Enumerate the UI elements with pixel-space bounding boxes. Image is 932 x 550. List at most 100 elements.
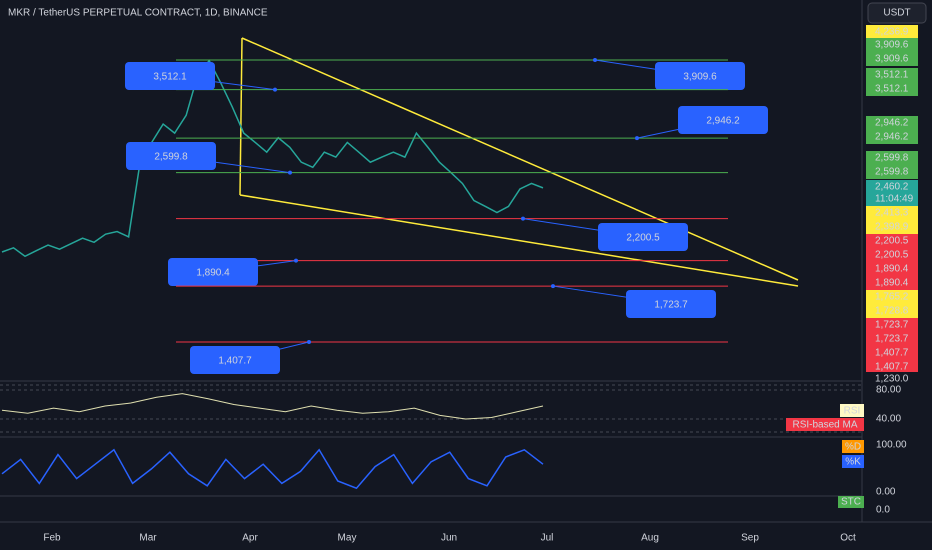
price-axis-tag (866, 276, 918, 290)
price-axis-label: 2,413.3 (875, 208, 909, 219)
callout-label: 1,723.7 (654, 300, 688, 311)
price-axis-tag (866, 372, 918, 386)
callout-label: 1,890.4 (196, 268, 230, 279)
time-axis-label: Apr (242, 533, 258, 544)
rsi-name: RSI (844, 406, 861, 417)
price-axis-label: 1,728.8 (875, 306, 909, 317)
price-axis-label: 2,599.8 (875, 153, 909, 164)
price-axis-tag (866, 38, 918, 52)
callout-label: 3,909.6 (683, 72, 717, 83)
price-axis-tag (866, 52, 918, 66)
time-axis-label: Jul (541, 533, 554, 544)
price-axis-tag (866, 130, 918, 144)
time-axis-label: Mar (139, 533, 157, 544)
price-axis-tag (866, 82, 918, 96)
price-axis-tag (866, 206, 918, 220)
price-axis-label: 4,236.9 (875, 27, 909, 38)
time-axis-label: May (338, 533, 357, 544)
callout-anchor (593, 58, 597, 62)
wedge-top (241, 37, 799, 281)
callout-anchor (288, 170, 292, 175)
wedge-bottom (239, 194, 799, 287)
price-axis-tag (866, 165, 918, 179)
callout-label: 2,599.8 (154, 152, 188, 163)
price-axis-label: 1,723.7 (875, 320, 909, 331)
time-axis-label: Aug (641, 533, 659, 544)
stc-tick: 0.0 (876, 505, 890, 516)
stoch-d-tag (842, 440, 864, 453)
price-axis-label: 1,407.7 (875, 348, 909, 359)
callout-box (190, 346, 280, 374)
price-axis-label: 2,599.8 (875, 167, 909, 178)
price-axis-label: 2,946.2 (875, 132, 909, 143)
callout-box (626, 290, 716, 318)
stoch-tick: 100.00 (876, 440, 907, 451)
price-axis-tag (866, 318, 918, 332)
currency-button[interactable] (867, 2, 927, 24)
rsi-tick: 40.00 (876, 414, 901, 425)
stc-name: STC (841, 497, 861, 508)
callout-label: 3,512.1 (153, 72, 187, 83)
price-axis-label: 1,407.7 (875, 362, 909, 373)
callout-box (655, 62, 745, 90)
currency-label[interactable]: USDT (883, 8, 910, 19)
callout-anchor (273, 87, 277, 92)
price-axis-label: 1,890.4 (875, 278, 909, 289)
stoch-k-line (1, 448, 544, 490)
callout-anchor (307, 339, 311, 344)
price-axis-label: 1,890.4 (875, 264, 909, 275)
price-axis-tag (866, 360, 918, 374)
time-axis-label: Jun (441, 533, 457, 544)
callout-box (125, 62, 215, 90)
price-axis-label: 11:04:49 (875, 194, 914, 205)
price-axis-label: 2,200.5 (875, 236, 909, 247)
price-axis-tag (866, 116, 918, 130)
wedge (239, 37, 799, 287)
rsi-ma-name: RSI-based MA (792, 420, 857, 431)
price-axis-tag (866, 192, 918, 206)
price-axis-label: 2,946.2 (875, 118, 909, 129)
price-axis-tag (866, 180, 918, 194)
time-axis-label: Oct (840, 533, 856, 544)
rsi-tick: 80.00 (876, 385, 901, 396)
callout-label: 2,946.2 (706, 116, 740, 127)
stoch-k-tag (842, 455, 864, 468)
price-axis-tag (866, 346, 918, 360)
price-axis-label: 1,765.2 (875, 292, 909, 303)
callout-box (168, 258, 258, 286)
callout-box (678, 106, 768, 134)
price-axis-tag (866, 304, 918, 318)
price-axis-tag (866, 220, 918, 234)
callout-box (126, 142, 216, 170)
time-axis-label: Feb (43, 533, 61, 544)
stoch-d-name: %D (845, 442, 861, 453)
price-axis-label: 2,200.5 (875, 250, 909, 261)
price-axis-tag (866, 248, 918, 262)
price-axis-label: 2,398.9 (875, 222, 909, 233)
price-axis-label: 2,460.2 (875, 182, 909, 193)
price-axis-label: 3,909.6 (875, 54, 909, 65)
stoch-tick: 0.00 (876, 487, 896, 498)
price-axis-label: 1,723.7 (875, 334, 909, 345)
stc-tag (838, 496, 864, 508)
price-axis-label: 1,230.0 (875, 374, 909, 385)
time-axis-label: Sep (741, 533, 759, 544)
price-axis-label: 3,909.6 (875, 40, 909, 51)
rsi-line (1, 393, 544, 420)
price-axis-label: 3,512.1 (875, 84, 909, 95)
rsi-tag (840, 404, 864, 417)
callout-anchor (635, 136, 639, 141)
price-line (1, 59, 544, 258)
wedge-side (239, 37, 243, 196)
callout-anchor (294, 258, 298, 263)
callout-label: 2,200.5 (626, 233, 660, 244)
price-axis-tag (866, 290, 918, 304)
price-axis-tag (866, 68, 918, 82)
rsi-ma-tag (786, 418, 864, 431)
price-axis-label: 3,512.1 (875, 70, 909, 81)
price-axis-tag (866, 25, 918, 39)
callout-anchor (521, 216, 525, 221)
price-axis-tag (866, 332, 918, 346)
